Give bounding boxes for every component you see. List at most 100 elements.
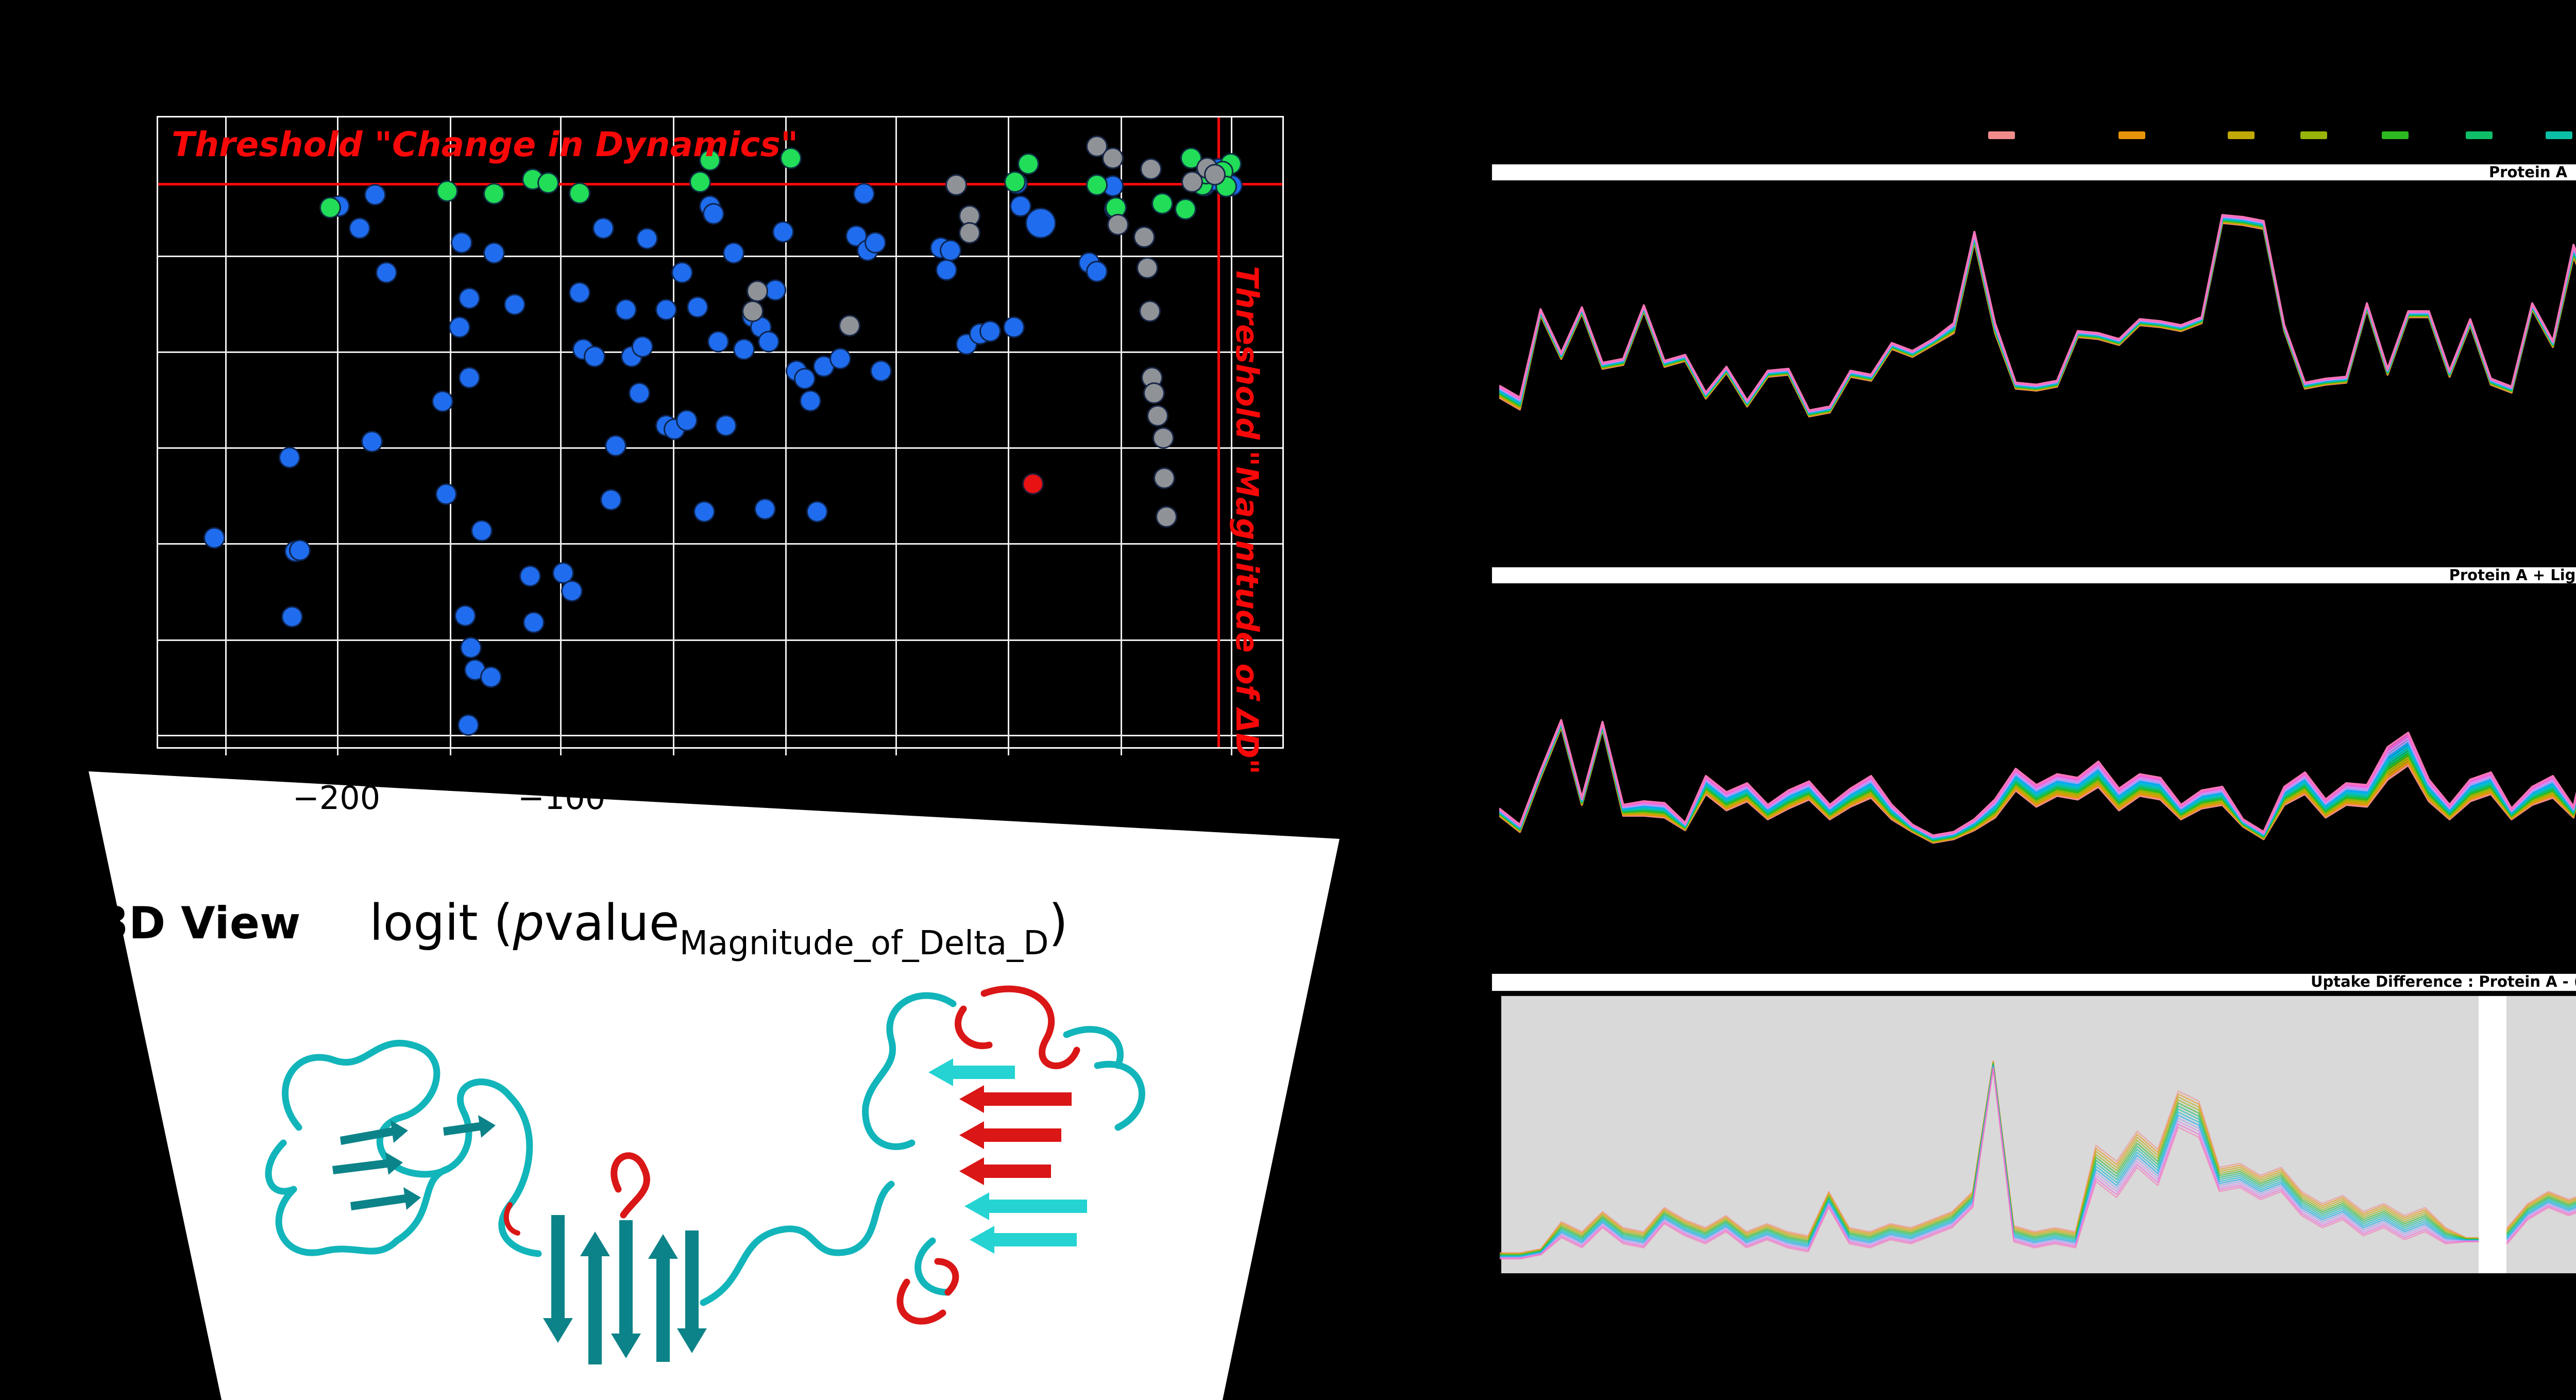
scatter-point <box>1143 382 1165 404</box>
scatter-point <box>454 604 476 627</box>
scatter-point <box>615 298 637 321</box>
scatter-point <box>503 293 526 315</box>
legend-swatch <box>2546 131 2572 139</box>
scatter-point <box>1086 261 1108 283</box>
uptake-line-series <box>1500 1067 2576 1259</box>
scatter-point <box>1152 427 1174 449</box>
legend-swatch <box>2466 131 2493 139</box>
uptake-line-series <box>1500 1068 2576 1260</box>
legend-swatch <box>2228 131 2255 139</box>
scatter-point <box>1086 174 1108 196</box>
panel-title-protein-a-ligand: Protein A + Ligand <box>1490 566 2576 585</box>
scatter-point <box>1151 193 1173 215</box>
threshold-magnitude-label: Threshold "Magnitude of ΔD" <box>1229 266 1265 775</box>
panel-title-protein-a-ligand-text: Protein A + Ligand <box>2449 566 2576 584</box>
axis-tick <box>450 747 451 755</box>
axis-tick <box>337 747 338 755</box>
xaxis-tick-label: −100 <box>517 779 606 817</box>
scatter-point <box>569 281 591 303</box>
uptake-plot-protein-a[interactable] <box>1499 206 2576 502</box>
uptake-plot-protein-a-ligand[interactable] <box>1499 587 2576 873</box>
uptake-line-series <box>1500 1066 2576 1258</box>
legend-swatch <box>1988 131 2015 139</box>
uptake-line-series <box>1499 720 2576 838</box>
scatter-point <box>1204 164 1226 186</box>
uptake-line-series <box>1500 1062 2576 1255</box>
gridline-horizontal <box>158 735 1282 736</box>
scatter-point <box>519 565 541 587</box>
uptake-line-series <box>1500 1062 2576 1256</box>
scatter-point <box>1025 208 1056 239</box>
scatter-point <box>569 182 591 204</box>
gridline-horizontal <box>158 447 1282 449</box>
uptake-line-series <box>1500 1060 2576 1254</box>
scatter-point <box>459 287 481 309</box>
uptake-line-series <box>1499 725 2576 843</box>
scatter-point <box>605 434 627 457</box>
scatter-point <box>375 261 397 283</box>
gridline-horizontal <box>158 639 1282 641</box>
uptake-line-series <box>1500 1067 2576 1259</box>
scatter-point <box>552 562 574 584</box>
axis-tick <box>785 747 787 755</box>
uptake-line-series <box>1499 719 2576 837</box>
uptake-line-series <box>1499 722 2576 840</box>
uptake-line-series <box>1500 1066 2576 1258</box>
scatter-point <box>979 321 1001 343</box>
scatter-point <box>1107 213 1129 235</box>
scatter-point <box>723 242 745 264</box>
gridline-horizontal <box>158 543 1282 545</box>
scatter-point <box>940 239 962 261</box>
uptake-difference-plot[interactable] <box>1500 994 2576 1275</box>
scatter-point <box>1175 198 1197 221</box>
uptake-line-series <box>1499 722 2576 840</box>
gridline-vertical <box>450 117 451 747</box>
scatter-point <box>451 232 473 254</box>
scatter-point <box>870 360 892 382</box>
protein-structure-canvas[interactable] <box>222 973 1180 1390</box>
legend-swatch <box>2300 131 2327 139</box>
scatter-point <box>1146 405 1168 427</box>
scatter-point <box>319 196 341 218</box>
axis-tick <box>895 747 897 755</box>
panel-title-uptake-difference: Uptake Difference : Protein A - (Protein… <box>1490 972 2576 992</box>
scatter-point <box>364 184 386 206</box>
scatter-point <box>1004 171 1026 193</box>
scatter-point <box>628 382 650 404</box>
uptake-line-series <box>1499 719 2576 837</box>
volcano-plot-canvas[interactable]: Threshold "Change in Dynamics" Threshold… <box>157 116 1284 774</box>
scatter-point <box>702 203 724 225</box>
threshold-dynamics-line <box>158 183 1282 185</box>
panel-title-protein-a-text: Protein A <box>2488 163 2568 181</box>
scatter-point <box>1156 505 1178 528</box>
scatter-point <box>675 409 698 431</box>
scatter-point <box>1139 300 1161 323</box>
xlabel-main: value <box>544 894 680 952</box>
scatter-point <box>435 483 457 505</box>
scatter-point <box>935 259 957 281</box>
scatter-point <box>636 227 658 249</box>
scatter-point <box>689 171 711 193</box>
xlabel-prefix: logit ( <box>369 894 513 952</box>
scatter-point <box>747 280 768 302</box>
scatter-point <box>742 300 764 323</box>
scatter-point <box>448 316 470 338</box>
gridline-vertical <box>785 117 787 747</box>
scatter-point <box>838 315 860 337</box>
coverage-gap-band <box>2479 996 2506 1273</box>
scatter-point <box>348 217 370 240</box>
scatter-point <box>204 527 226 549</box>
threshold-dynamics-label: Threshold "Change in Dynamics" <box>172 125 799 164</box>
3d-view-title: 3D View <box>98 898 301 949</box>
uptake-line-series <box>1500 1064 2576 1257</box>
uptake-line-series <box>1499 214 2576 412</box>
panel-title-protein-a: Protein A <box>1490 163 2576 182</box>
gridline-vertical <box>337 117 338 747</box>
uptake-line-series <box>1499 721 2576 838</box>
scatter-point <box>865 232 887 254</box>
axis-tick <box>673 747 674 755</box>
uptake-line-series <box>1499 721 2576 839</box>
gridline-vertical <box>1121 117 1122 747</box>
threshold-magnitude-line <box>1217 117 1220 747</box>
